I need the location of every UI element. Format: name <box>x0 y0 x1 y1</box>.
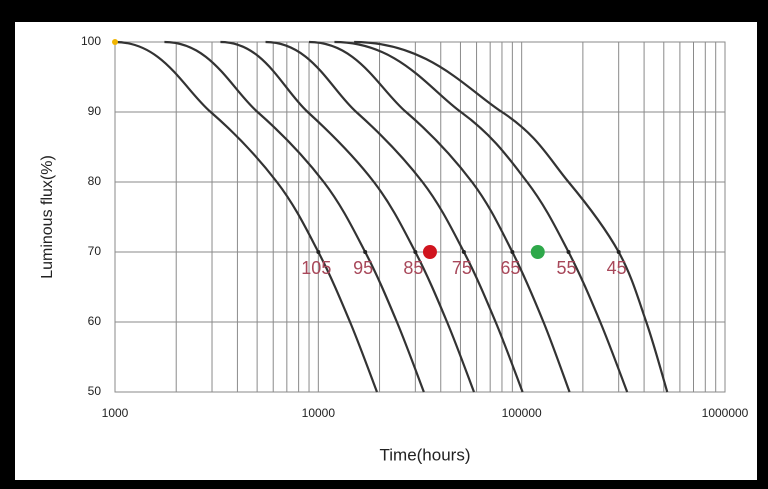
curve <box>309 40 571 393</box>
y-tick-label: 90 <box>88 104 102 118</box>
plot-border <box>114 41 726 393</box>
highlight-point <box>530 245 545 259</box>
x-tick-label: 1000000 <box>702 406 749 420</box>
y-tick-label: 60 <box>88 314 102 328</box>
curve-label: 85 <box>403 258 423 278</box>
curve <box>164 40 425 393</box>
y-tick-label: 50 <box>88 384 102 398</box>
curve <box>114 40 379 393</box>
x-tick-label: 1000 <box>102 406 129 420</box>
crossing-dot <box>413 250 418 254</box>
crossing-dot <box>510 250 515 254</box>
x-tick-label: 10000 <box>302 406 336 420</box>
highlight-point <box>112 39 118 45</box>
y-tick-label: 70 <box>88 244 102 258</box>
curve-label: 75 <box>452 258 472 278</box>
curve <box>265 40 524 393</box>
curve-label: 55 <box>557 258 577 278</box>
curve-label: 65 <box>500 258 520 278</box>
crossing-dot <box>616 250 621 254</box>
curve <box>220 40 476 393</box>
y-axis-label: Luminous flux(%) <box>39 155 56 279</box>
curve <box>354 40 669 393</box>
highlight-point <box>422 245 437 259</box>
chart-background <box>15 22 757 480</box>
crossing-dot <box>363 250 368 254</box>
x-axis-label: Time(hours) <box>380 445 471 464</box>
crossing-dot <box>566 250 571 254</box>
crossing-dot <box>316 250 321 254</box>
curve-label: 45 <box>607 258 627 278</box>
y-tick-label: 100 <box>81 34 101 48</box>
curve-label: 105 <box>301 258 331 278</box>
crossing-dot <box>461 250 466 254</box>
x-tick-label: 100000 <box>502 406 542 420</box>
curve-label: 95 <box>353 258 373 278</box>
y-tick-label: 80 <box>88 174 102 188</box>
curve <box>334 40 629 393</box>
